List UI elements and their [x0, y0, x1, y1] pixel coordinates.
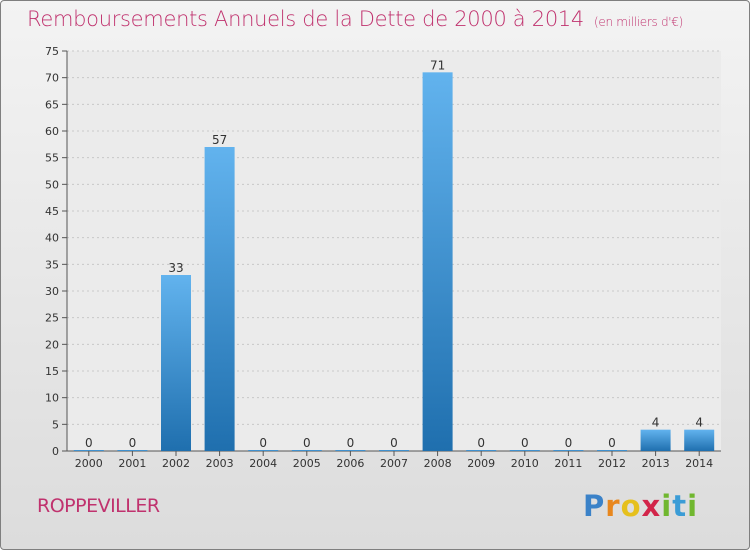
x-tick-label: 2008 — [424, 457, 452, 470]
data-label: 0 — [477, 436, 485, 450]
x-tick-label: 2000 — [75, 457, 103, 470]
data-label: 71 — [430, 58, 445, 72]
data-label: 0 — [259, 436, 267, 450]
y-tick-label: 50 — [45, 178, 59, 191]
x-tick-label: 2006 — [336, 457, 364, 470]
bar — [422, 72, 453, 451]
y-tick-label: 60 — [45, 125, 59, 138]
bar — [248, 450, 279, 451]
data-label: 0 — [521, 436, 529, 450]
data-label: 0 — [390, 436, 398, 450]
data-label: 0 — [565, 436, 573, 450]
x-tick-label: 2001 — [118, 457, 146, 470]
data-label: 0 — [129, 436, 137, 450]
commune-name: ROPPEVILLER — [37, 495, 160, 517]
bar — [684, 429, 715, 451]
data-label: 0 — [347, 436, 355, 450]
y-tick-label: 30 — [45, 285, 59, 298]
x-tick-label: 2011 — [554, 457, 582, 470]
x-tick-label: 2004 — [249, 457, 277, 470]
x-tick-label: 2007 — [380, 457, 408, 470]
y-tick-label: 20 — [45, 338, 59, 351]
bar — [597, 450, 627, 451]
x-tick-label: 2002 — [162, 457, 190, 470]
x-tick-label: 2009 — [467, 457, 495, 470]
bar — [379, 450, 409, 451]
chart-subtitle: (en milliers d'€) — [594, 15, 684, 29]
bar — [553, 450, 584, 451]
x-tick-label: 2003 — [206, 457, 234, 470]
data-label: 4 — [695, 416, 703, 430]
x-tick-label: 2013 — [642, 457, 670, 470]
y-tick-label: 65 — [45, 98, 59, 111]
bar — [204, 147, 235, 451]
data-label: 0 — [608, 436, 616, 450]
data-label: 33 — [168, 261, 183, 275]
y-tick-label: 70 — [45, 72, 59, 85]
data-label: 57 — [212, 133, 227, 147]
y-tick-label: 40 — [45, 232, 59, 245]
bar — [73, 450, 104, 451]
y-tick-label: 45 — [45, 205, 59, 218]
x-tick-label: 2005 — [293, 457, 321, 470]
bar — [640, 429, 671, 451]
y-tick-label: 15 — [45, 365, 59, 378]
x-tick-label: 2012 — [598, 457, 626, 470]
y-tick-label: 0 — [52, 445, 59, 458]
bar — [466, 450, 497, 451]
data-label: 0 — [85, 436, 93, 450]
bar — [335, 450, 366, 451]
bar — [509, 450, 540, 451]
x-tick-label: 2014 — [685, 457, 713, 470]
y-tick-label: 10 — [45, 392, 59, 405]
y-tick-label: 5 — [52, 418, 59, 431]
bar — [291, 450, 322, 451]
data-label: 4 — [652, 416, 660, 430]
y-tick-label: 35 — [45, 258, 59, 271]
bar — [117, 450, 148, 451]
x-tick-label: 2010 — [511, 457, 539, 470]
data-label: 0 — [303, 436, 311, 450]
bar — [161, 275, 191, 451]
proxiti-logo: Proxiti — [583, 489, 699, 523]
y-tick-label: 55 — [45, 152, 59, 165]
chart-title: Remboursements Annuels de la Dette de 20… — [27, 7, 683, 31]
y-tick-label: 25 — [45, 312, 59, 325]
chart-title-text: Remboursements Annuels de la Dette de 20… — [27, 7, 584, 31]
y-tick-label: 75 — [45, 45, 59, 58]
